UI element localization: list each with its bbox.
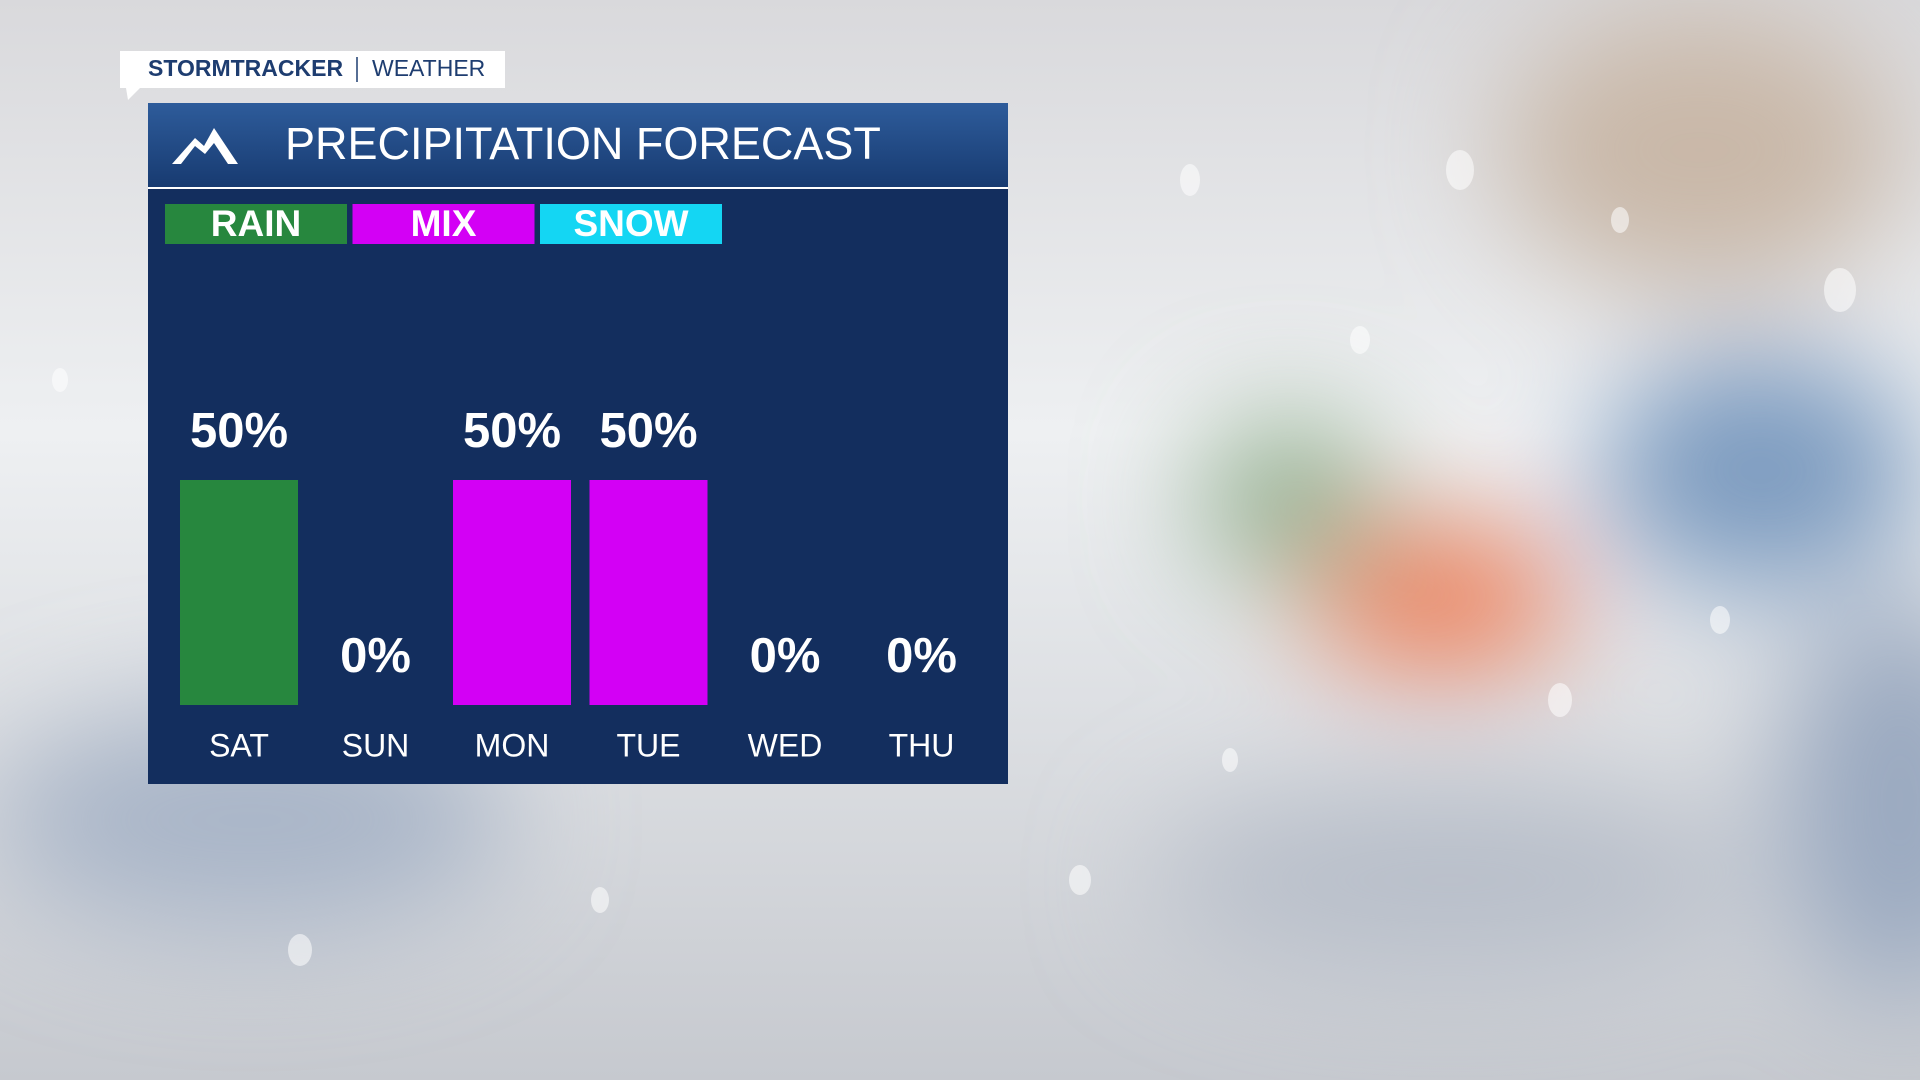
bar (180, 480, 298, 705)
value-label: 0% (886, 629, 957, 683)
x-tick-label: SAT (209, 727, 269, 763)
x-tick-label: SUN (342, 727, 410, 763)
brand: STORMTRACKER (148, 55, 343, 81)
x-tick-label: THU (889, 727, 955, 763)
legend-swatch (540, 204, 722, 244)
bar (589, 480, 708, 705)
value-label: 50% (599, 404, 697, 458)
legend-swatch (165, 204, 347, 244)
value-label: 50% (190, 404, 288, 458)
value-label: 0% (750, 629, 821, 683)
chart-title: PRECIPITATION FORECAST (285, 118, 881, 169)
x-tick-label: TUE (617, 727, 681, 763)
bar (453, 480, 571, 705)
legend-label: MIX (411, 203, 477, 244)
value-label: 50% (463, 404, 561, 458)
legend-label: SNOW (573, 203, 688, 244)
x-tick-label: MON (475, 727, 550, 763)
x-tick-label: WED (748, 727, 823, 763)
section: WEATHER (372, 55, 485, 81)
mountain-icon (172, 128, 238, 164)
plot: RAIN MIX SNOW 50% SAT 0% SUN 50% MON 50% TUE 0% WED 0… (165, 203, 957, 763)
legend-swatch (352, 204, 535, 244)
legend-label: RAIN (211, 203, 301, 244)
value-label: 0% (340, 629, 411, 683)
brand-tab: STORMTRACKER WEATHER (120, 51, 505, 100)
